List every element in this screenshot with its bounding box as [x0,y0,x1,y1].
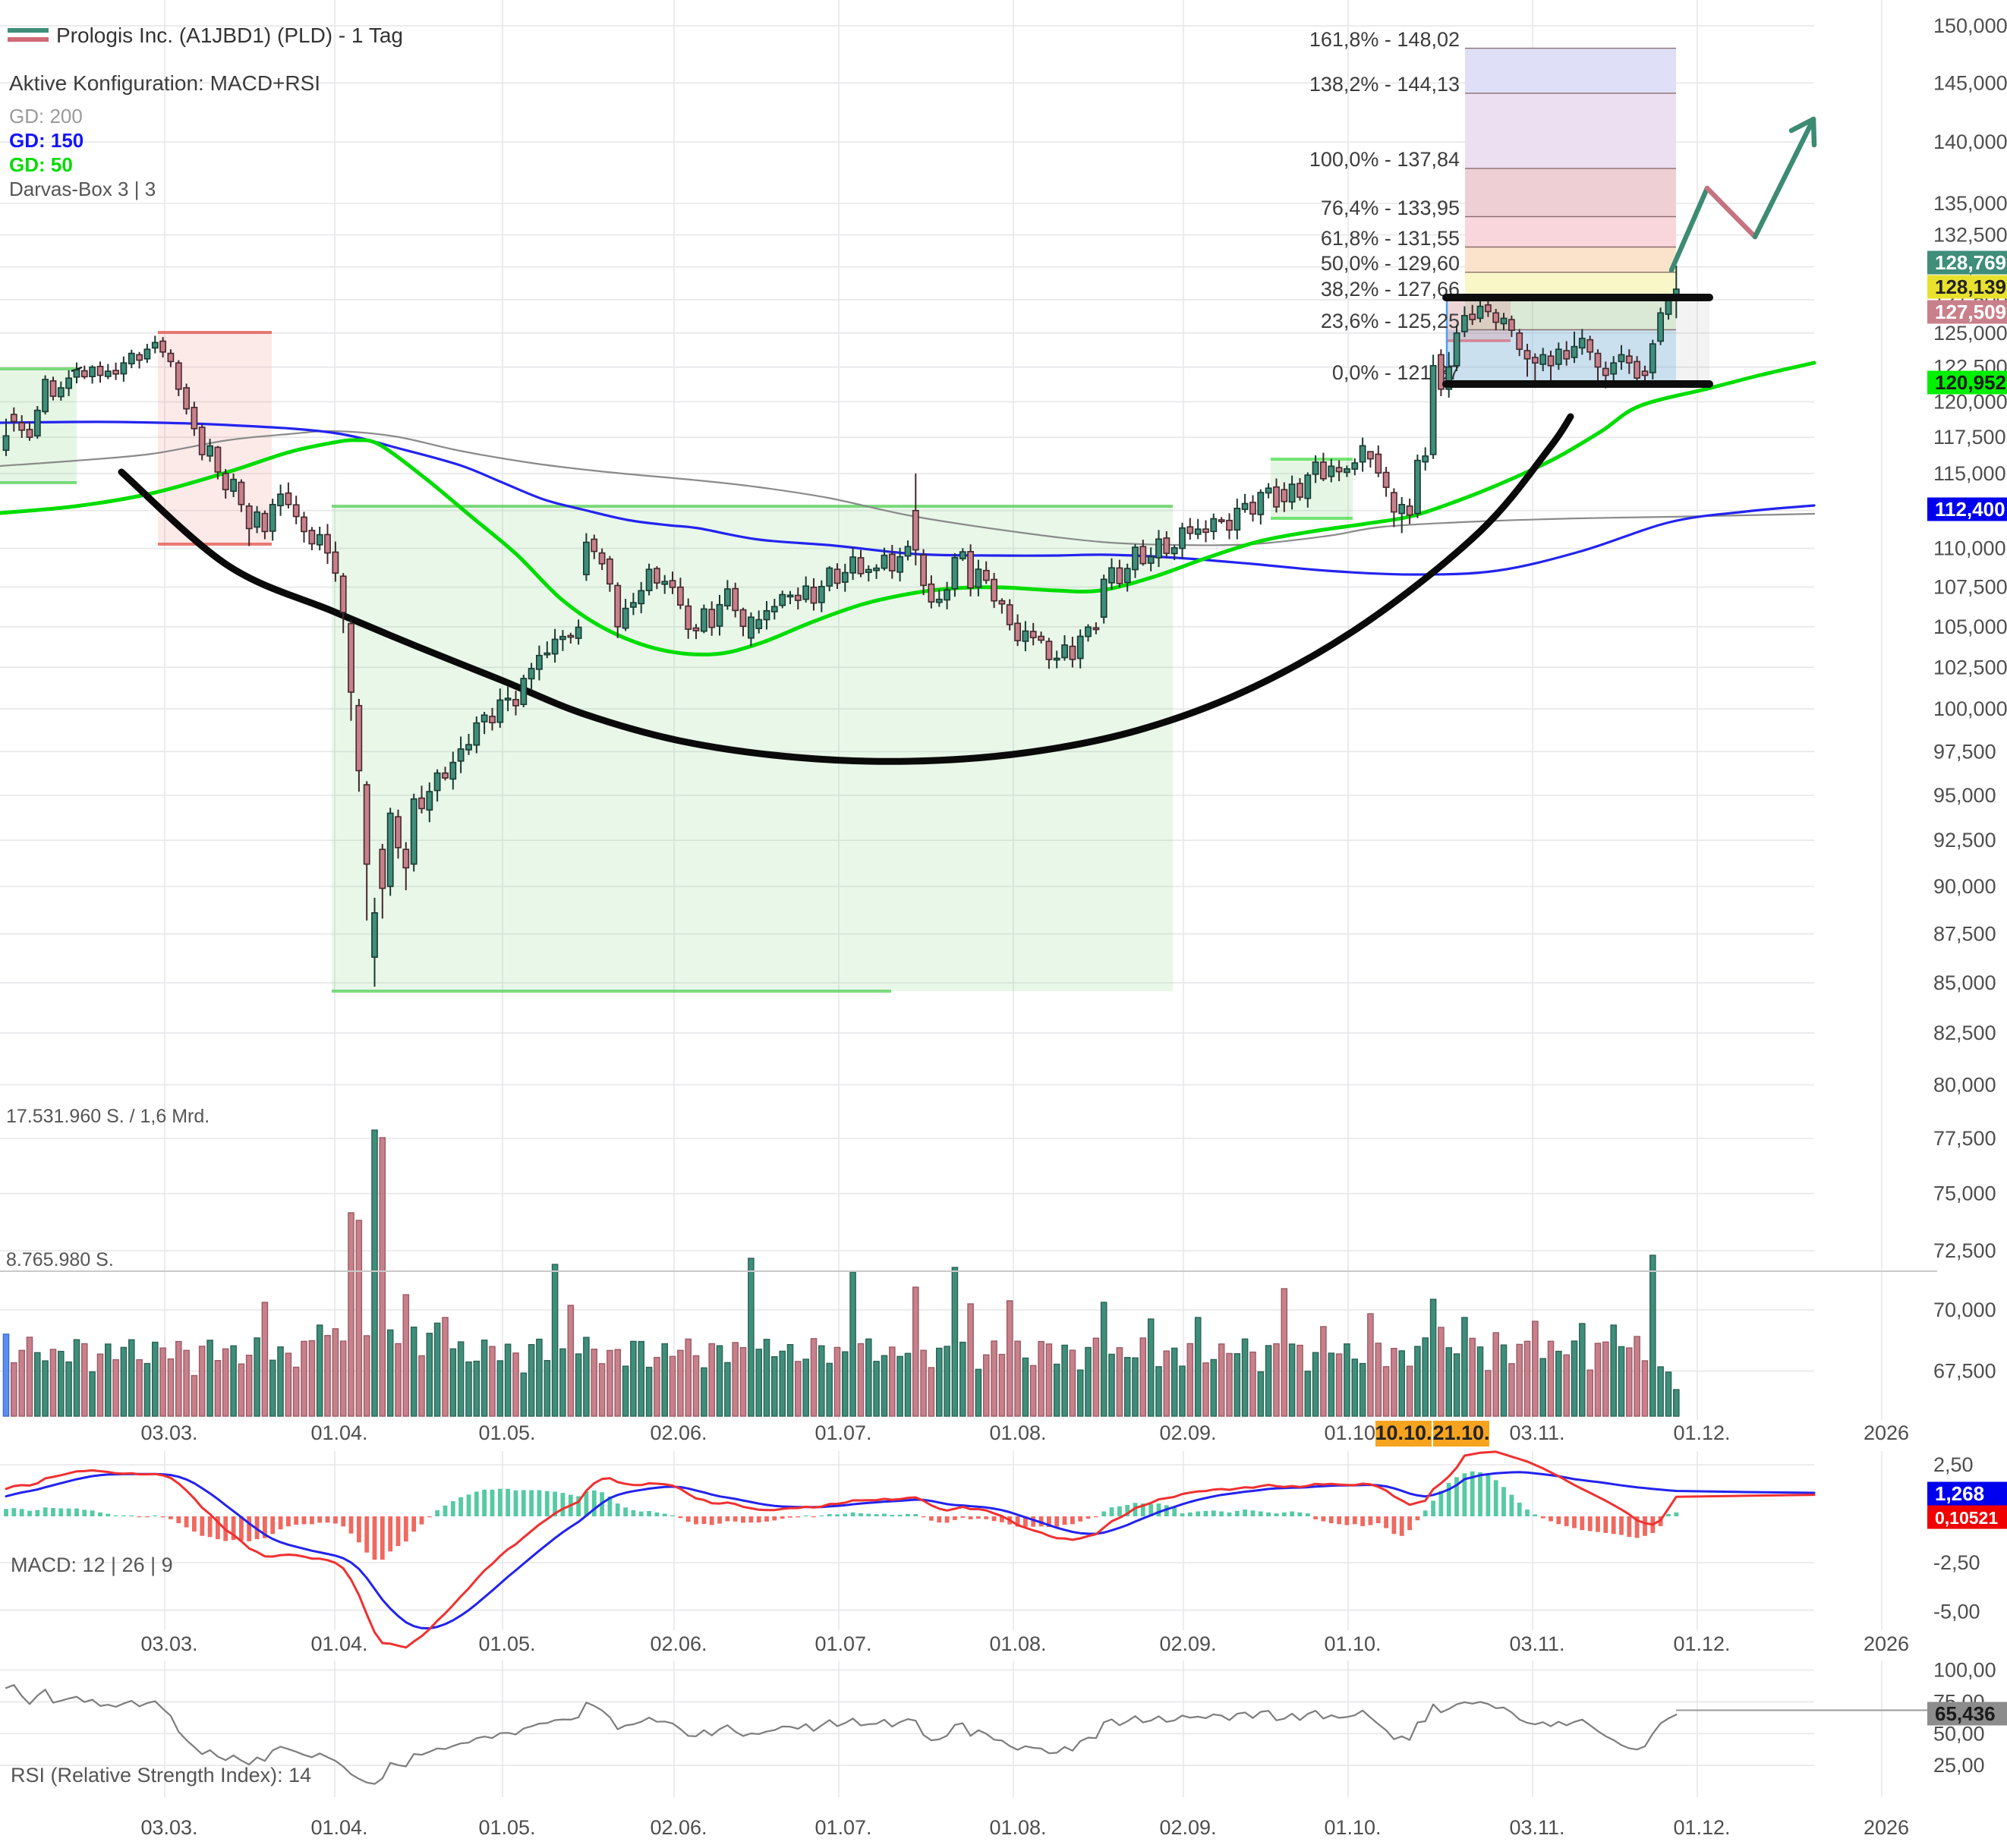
svg-text:61,8% - 131,55: 61,8% - 131,55 [1321,227,1460,250]
svg-text:100,00: 100,00 [1933,1659,1996,1682]
svg-text:03.03.: 03.03. [140,1421,197,1444]
svg-text:77,500: 77,500 [1933,1127,1996,1150]
svg-text:02.06.: 02.06. [650,1816,707,1839]
svg-text:01.12.: 01.12. [1673,1816,1730,1839]
svg-text:75,000: 75,000 [1933,1182,1996,1205]
svg-text:01.08.: 01.08. [989,1816,1046,1839]
svg-text:01.08.: 01.08. [989,1421,1046,1444]
svg-text:125,000: 125,000 [1933,322,2007,345]
svg-text:01.10.: 01.10. [1324,1421,1381,1444]
svg-text:01.07.: 01.07. [814,1421,871,1444]
svg-text:112,400: 112,400 [1935,498,2005,521]
svg-text:02.06.: 02.06. [650,1421,707,1444]
svg-text:127,509: 127,509 [1935,301,2006,323]
svg-text:80,000: 80,000 [1933,1074,1996,1097]
svg-text:38,2% - 127,66: 38,2% - 127,66 [1321,278,1460,301]
svg-text:140,000: 140,000 [1933,131,2007,153]
svg-text:50,0% - 129,60: 50,0% - 129,60 [1321,252,1460,275]
svg-text:01.10.: 01.10. [1324,1816,1381,1839]
svg-text:02.09.: 02.09. [1159,1816,1216,1839]
svg-text:92,500: 92,500 [1933,829,1996,852]
svg-text:87,500: 87,500 [1933,923,1996,946]
svg-text:76,4% - 133,95: 76,4% - 133,95 [1321,197,1460,219]
svg-text:01.12.: 01.12. [1673,1421,1730,1444]
svg-text:GD: 50: GD: 50 [9,153,73,176]
svg-text:1,268: 1,268 [1935,1482,1984,1505]
svg-text:100,0% - 137,84: 100,0% - 137,84 [1309,148,1460,171]
svg-text:102,500: 102,500 [1933,656,2007,678]
svg-text:03.11.: 03.11. [1509,1816,1564,1839]
svg-text:-5,00: -5,00 [1933,1601,1980,1623]
svg-text:01.07.: 01.07. [814,1816,871,1839]
svg-text:135,000: 135,000 [1933,192,2007,215]
svg-text:138,2% - 144,13: 138,2% - 144,13 [1309,73,1460,96]
svg-text:01.08.: 01.08. [989,1632,1046,1655]
svg-text:GD: 200: GD: 200 [9,105,83,128]
svg-text:107,500: 107,500 [1933,576,2007,599]
svg-text:117,500: 117,500 [1933,426,2006,449]
svg-text:10.10.: 10.10. [1375,1421,1432,1444]
svg-text:01.04.: 01.04. [310,1421,367,1444]
svg-text:03.03.: 03.03. [140,1816,197,1839]
svg-text:01.04.: 01.04. [310,1816,367,1839]
svg-text:21.10.: 21.10. [1432,1421,1489,1444]
svg-text:03.03.: 03.03. [140,1632,197,1655]
svg-text:25,00: 25,00 [1933,1754,1985,1777]
svg-text:2026: 2026 [1864,1816,1909,1839]
svg-text:03.11.: 03.11. [1509,1632,1564,1655]
svg-text:100,000: 100,000 [1933,697,2007,720]
svg-text:72,500: 72,500 [1933,1239,1996,1262]
svg-text:2,50: 2,50 [1933,1453,1974,1476]
svg-text:Prologis Inc. (A1JBD1) (PLD) -: Prologis Inc. (A1JBD1) (PLD) - 1 Tag [56,24,403,47]
svg-text:128,769: 128,769 [1935,251,2006,274]
svg-text:01.04.: 01.04. [310,1632,367,1655]
svg-text:RSI (Relative Strength Index):: RSI (Relative Strength Index): 14 [11,1764,311,1787]
svg-text:8.765.980 S.: 8.765.980 S. [6,1249,114,1270]
svg-text:120,952: 120,952 [1935,371,2006,394]
svg-text:132,500: 132,500 [1933,224,2007,247]
svg-text:GD: 150: GD: 150 [9,129,83,152]
svg-text:01.05.: 01.05. [478,1816,535,1839]
svg-text:95,000: 95,000 [1933,784,1996,807]
svg-text:67,500: 67,500 [1933,1360,1996,1383]
svg-text:01.05.: 01.05. [478,1421,535,1444]
svg-text:23,6% - 125,25: 23,6% - 125,25 [1321,310,1460,332]
svg-text:MACD: 12 | 26 | 9: MACD: 12 | 26 | 9 [11,1554,173,1576]
svg-text:02.09.: 02.09. [1159,1632,1216,1655]
svg-text:01.05.: 01.05. [478,1632,535,1655]
svg-text:97,500: 97,500 [1933,740,1996,763]
svg-text:128,139: 128,139 [1935,275,2006,298]
svg-text:150,000: 150,000 [1933,14,2007,37]
svg-text:03.11.: 03.11. [1509,1421,1564,1444]
svg-text:2026: 2026 [1864,1421,1909,1444]
svg-text:110,000: 110,000 [1933,537,2006,560]
svg-text:0,10521: 0,10521 [1935,1508,1998,1528]
svg-text:01.07.: 01.07. [814,1632,871,1655]
svg-text:02.06.: 02.06. [650,1632,707,1655]
svg-text:85,000: 85,000 [1933,971,1996,994]
svg-text:Darvas-Box 3 | 3: Darvas-Box 3 | 3 [9,178,156,200]
svg-text:01.10.: 01.10. [1324,1632,1381,1655]
svg-text:2026: 2026 [1864,1632,1909,1655]
svg-text:161,8% - 148,02: 161,8% - 148,02 [1309,28,1460,51]
svg-text:145,000: 145,000 [1933,71,2007,94]
svg-text:105,000: 105,000 [1933,615,2007,638]
svg-text:50,00: 50,00 [1933,1722,1985,1745]
svg-text:65,436: 65,436 [1935,1702,1996,1725]
svg-text:01.12.: 01.12. [1673,1632,1730,1655]
svg-text:17.531.960 S. / 1,6 Mrd.: 17.531.960 S. / 1,6 Mrd. [6,1106,210,1127]
svg-text:115,000: 115,000 [1933,462,2006,485]
svg-text:70,000: 70,000 [1933,1299,1996,1321]
svg-text:-2,50: -2,50 [1933,1551,1980,1574]
svg-text:Aktive Konfiguration: MACD+RSI: Aktive Konfiguration: MACD+RSI [9,71,320,95]
svg-text:82,500: 82,500 [1933,1022,1996,1044]
svg-text:02.09.: 02.09. [1159,1421,1216,1444]
svg-text:90,000: 90,000 [1933,875,1996,898]
